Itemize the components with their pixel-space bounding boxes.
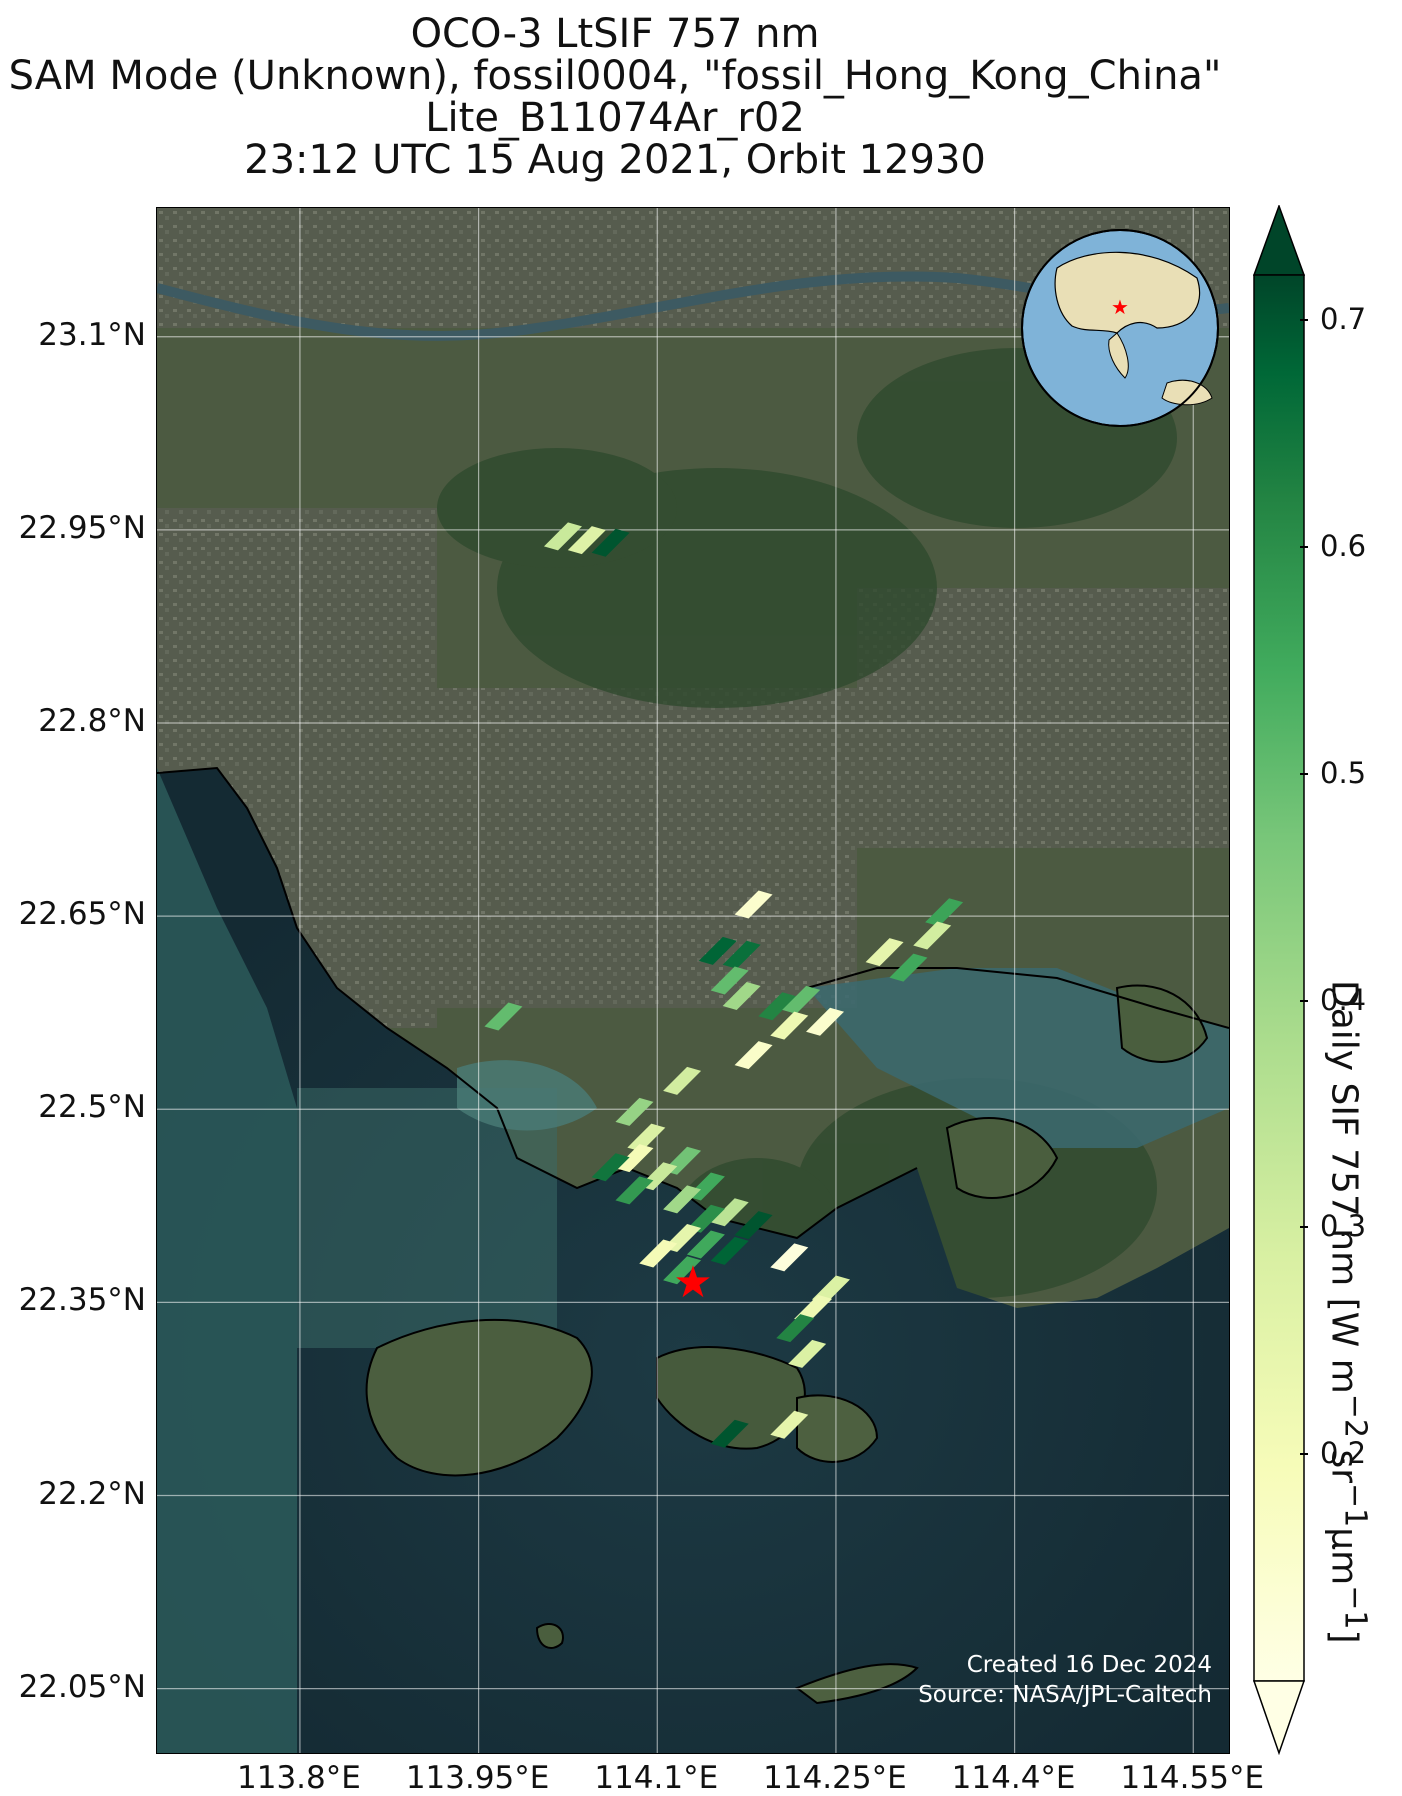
lat-tick-label: 22.2°N bbox=[38, 1475, 146, 1512]
lon-tick-label: 114.4°E bbox=[951, 1760, 1076, 1796]
gridlines bbox=[157, 208, 1229, 1753]
lon-tick-label: 114.1°E bbox=[594, 1760, 719, 1796]
lat-tick-label: 22.95°N bbox=[18, 509, 146, 546]
lon-tick-label: 113.95°E bbox=[405, 1760, 550, 1796]
colorbar-label: Daily SIF 757 nm [W m−2 sr−1μm−1] bbox=[1323, 980, 1373, 1644]
colorbar-tick-mark bbox=[1300, 319, 1308, 322]
source-credit: Source: NASA/JPL-Caltech bbox=[918, 1682, 1212, 1708]
islands bbox=[365, 984, 1209, 1705]
map-panel[interactable]: ★ ★ bbox=[156, 207, 1230, 1754]
sif-sounding bbox=[710, 1419, 749, 1448]
sif-sounding bbox=[734, 1211, 773, 1240]
sif-sounding bbox=[722, 940, 761, 969]
sif-sounding bbox=[663, 1256, 702, 1285]
colorbar-tick-mark bbox=[1300, 999, 1308, 1002]
sif-sounding bbox=[770, 1011, 809, 1040]
sif-sounding bbox=[722, 981, 761, 1010]
lat-tick-label: 22.05°N bbox=[18, 1668, 146, 1705]
sif-sounding bbox=[591, 528, 630, 557]
sif-sounding bbox=[663, 1185, 702, 1214]
colorbar-tick-mark bbox=[1300, 546, 1308, 549]
inset-target-star-icon: ★ bbox=[1111, 295, 1129, 319]
sif-sounding bbox=[686, 1204, 725, 1233]
sif-sounding bbox=[615, 1097, 654, 1126]
coastline-east bbox=[806, 967, 1229, 1029]
sif-sounding bbox=[889, 953, 928, 982]
sif-sounding bbox=[663, 1066, 702, 1095]
chart-title-line-1: OCO-3 LtSIF 757 nm bbox=[410, 11, 820, 57]
colorbar-tick-label: 0.3 bbox=[1320, 1209, 1367, 1244]
sif-sounding bbox=[591, 1153, 630, 1182]
sif-sounding bbox=[770, 1243, 809, 1272]
colorbar-tick-label: 0.4 bbox=[1320, 982, 1367, 1017]
sif-sounding bbox=[543, 522, 582, 551]
sif-sounding bbox=[710, 966, 749, 995]
sif-sounding bbox=[615, 1176, 654, 1205]
chart-title-line-4: 23:12 UTC 15 Aug 2021, Orbit 12930 bbox=[244, 137, 986, 183]
coastline bbox=[157, 766, 918, 1240]
target-star-icon: ★ bbox=[673, 1257, 712, 1308]
sif-sounding bbox=[615, 1144, 654, 1173]
sif-sounding bbox=[782, 985, 821, 1014]
chart-title-line-2: SAM Mode (Unknown), fossil0004, "fossil_… bbox=[8, 53, 1222, 99]
sif-sounding bbox=[776, 1314, 815, 1343]
colorbar-tick-label: 0.6 bbox=[1320, 529, 1367, 564]
sif-sounding bbox=[627, 1123, 666, 1152]
sif-sounding bbox=[806, 1007, 845, 1036]
sif-sounding bbox=[734, 890, 773, 919]
lon-tick-label: 114.25°E bbox=[763, 1760, 907, 1796]
lat-tick-label: 23.1°N bbox=[38, 316, 146, 353]
sif-sounding bbox=[770, 1410, 809, 1439]
sif-sounding bbox=[865, 938, 904, 967]
colorbar-tick-mark bbox=[1300, 772, 1308, 775]
sif-sounding bbox=[925, 898, 964, 927]
sif-sounding bbox=[639, 1239, 678, 1268]
lon-tick-label: 113.8°E bbox=[237, 1760, 361, 1796]
sif-sounding bbox=[788, 1339, 827, 1368]
sif-sounding bbox=[484, 1002, 523, 1031]
chart-title-line-3: Lite_B11074Ar_r02 bbox=[425, 95, 805, 141]
lat-tick-label: 22.65°N bbox=[18, 896, 146, 933]
target-marker: ★ bbox=[673, 1257, 712, 1308]
colorbar-tick-label: 0.2 bbox=[1320, 1436, 1367, 1471]
sif-sounding bbox=[686, 1230, 725, 1259]
colorbar-max-extend bbox=[1253, 205, 1305, 276]
inset-globe: ★ bbox=[1021, 229, 1219, 427]
sif-sounding bbox=[710, 1236, 749, 1265]
colorbar-tick-mark bbox=[1300, 1226, 1308, 1229]
sif-sounding bbox=[710, 1198, 749, 1227]
sif-sounding bbox=[758, 992, 797, 1021]
sif-sounding bbox=[698, 936, 737, 965]
colorbar-tick-label: 0.7 bbox=[1320, 302, 1367, 337]
lat-tick-label: 22.8°N bbox=[38, 703, 146, 739]
lat-tick-label: 22.35°N bbox=[18, 1282, 146, 1319]
sif-sounding bbox=[567, 526, 606, 555]
colorbar bbox=[1253, 205, 1305, 1755]
colorbar-tick-label: 0.5 bbox=[1320, 755, 1367, 790]
lon-tick-label: 114.55°E bbox=[1120, 1760, 1265, 1796]
sif-soundings bbox=[484, 522, 964, 1448]
colorbar-tick-mark bbox=[1300, 1453, 1308, 1456]
sif-sounding bbox=[734, 1041, 773, 1070]
created-date-credit: Created 16 Dec 2024 bbox=[966, 1652, 1212, 1678]
lat-tick-label: 22.5°N bbox=[38, 1089, 146, 1126]
colorbar-min-extend bbox=[1253, 1680, 1305, 1755]
map-canvas: ★ ★ bbox=[157, 208, 1229, 1753]
sif-sounding bbox=[913, 921, 952, 950]
